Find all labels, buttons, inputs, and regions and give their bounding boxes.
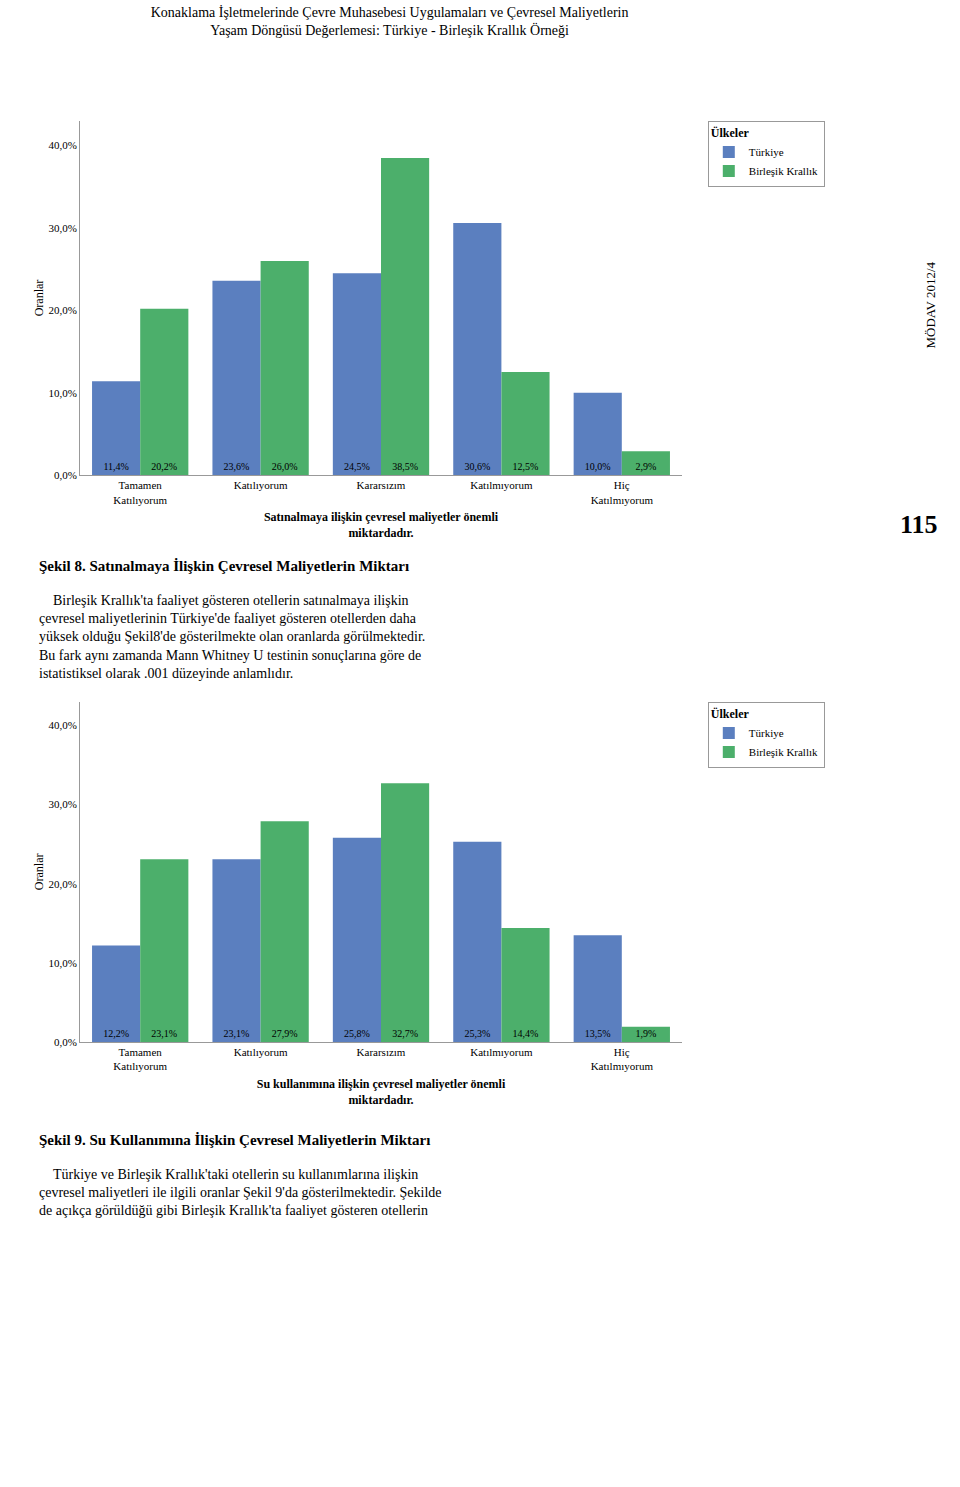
svg-text:TamamenKatılıyorum: TamamenKatılıyorum [113, 479, 167, 505]
svg-text:Katılıyorum: Katılıyorum [234, 479, 288, 491]
svg-text:14,4%: 14,4% [513, 1028, 539, 1039]
svg-text:Ülkeler: Ülkeler [711, 126, 750, 140]
svg-text:MÖDAV 2012/4: MÖDAV 2012/4 [923, 261, 938, 348]
svg-text:25,3%: 25,3% [464, 1028, 490, 1039]
svg-text:TamamenKatılıyorum: TamamenKatılıyorum [113, 1046, 167, 1072]
svg-text:Konaklama İşletmelerinde Çevre: Konaklama İşletmelerinde Çevre Muhasebes… [151, 5, 629, 38]
svg-text:27,9%: 27,9% [272, 1028, 298, 1039]
svg-text:Katılıyorum: Katılıyorum [234, 1046, 288, 1058]
svg-text:23,1%: 23,1% [151, 1028, 177, 1039]
svg-text:Birleşik Krallık'ta faaliyet g: Birleşik Krallık'ta faaliyet gösteren ot… [39, 593, 425, 681]
svg-text:Birleşik Krallık: Birleşik Krallık [749, 746, 818, 758]
svg-text:0,0%: 0,0% [54, 469, 77, 481]
svg-text:10,0%: 10,0% [48, 387, 76, 399]
svg-text:20,0%: 20,0% [48, 878, 76, 890]
svg-text:12,2%: 12,2% [103, 1028, 129, 1039]
svg-text:32,7%: 32,7% [392, 1028, 418, 1039]
svg-text:Satınalmaya ilişkin çevresel m: Satınalmaya ilişkin çevresel maliyetler … [264, 510, 499, 540]
svg-text:20,2%: 20,2% [151, 461, 177, 472]
svg-text:Su kullanımına ilişkin çevrese: Su kullanımına ilişkin çevresel maliyetl… [257, 1077, 506, 1107]
svg-text:Oranlar: Oranlar [32, 854, 46, 891]
svg-text:30,6%: 30,6% [464, 461, 490, 472]
svg-text:24,5%: 24,5% [344, 461, 370, 472]
svg-text:10,0%: 10,0% [585, 461, 611, 472]
svg-text:30,0%: 30,0% [48, 222, 76, 234]
svg-text:Ülkeler: Ülkeler [711, 707, 750, 721]
svg-text:26,0%: 26,0% [272, 461, 298, 472]
svg-text:HiçKatılmıyorum: HiçKatılmıyorum [591, 1046, 654, 1072]
svg-text:Katılmıyorum: Katılmıyorum [470, 479, 533, 491]
svg-text:11,4%: 11,4% [103, 461, 128, 472]
svg-text:25,8%: 25,8% [344, 1028, 370, 1039]
svg-text:40,0%: 40,0% [48, 139, 76, 151]
svg-text:Türkiye ve Birleşik Krallık'ta: Türkiye ve Birleşik Krallık'taki oteller… [39, 1167, 442, 1218]
svg-text:23,6%: 23,6% [224, 461, 250, 472]
svg-text:Kararsızım: Kararsızım [357, 479, 406, 491]
svg-text:40,0%: 40,0% [48, 719, 76, 731]
svg-text:Kararsızım: Kararsızım [357, 1046, 406, 1058]
svg-text:1,9%: 1,9% [635, 1028, 656, 1039]
svg-text:Türkiye: Türkiye [749, 146, 784, 158]
svg-text:Şekil 8. Satınalmaya İlişkin Ç: Şekil 8. Satınalmaya İlişkin Çevresel Ma… [39, 558, 409, 574]
svg-text:20,0%: 20,0% [48, 304, 76, 316]
svg-text:12,5%: 12,5% [513, 461, 539, 472]
svg-text:Şekil 9. Su Kullanımına İlişki: Şekil 9. Su Kullanımına İlişkin Çevresel… [39, 1132, 430, 1148]
svg-text:Türkiye: Türkiye [749, 727, 784, 739]
svg-text:2,9%: 2,9% [635, 461, 656, 472]
svg-text:Katılmıyorum: Katılmıyorum [470, 1046, 533, 1058]
svg-text:13,5%: 13,5% [585, 1028, 611, 1039]
svg-text:HiçKatılmıyorum: HiçKatılmıyorum [591, 479, 654, 505]
svg-text:Oranlar: Oranlar [32, 280, 46, 317]
svg-text:Birleşik Krallık: Birleşik Krallık [749, 165, 818, 177]
svg-text:10,0%: 10,0% [48, 957, 76, 969]
svg-text:23,1%: 23,1% [224, 1028, 250, 1039]
svg-text:115: 115 [900, 510, 938, 539]
svg-text:38,5%: 38,5% [392, 461, 418, 472]
svg-text:0,0%: 0,0% [54, 1036, 77, 1048]
svg-text:30,0%: 30,0% [48, 798, 76, 810]
